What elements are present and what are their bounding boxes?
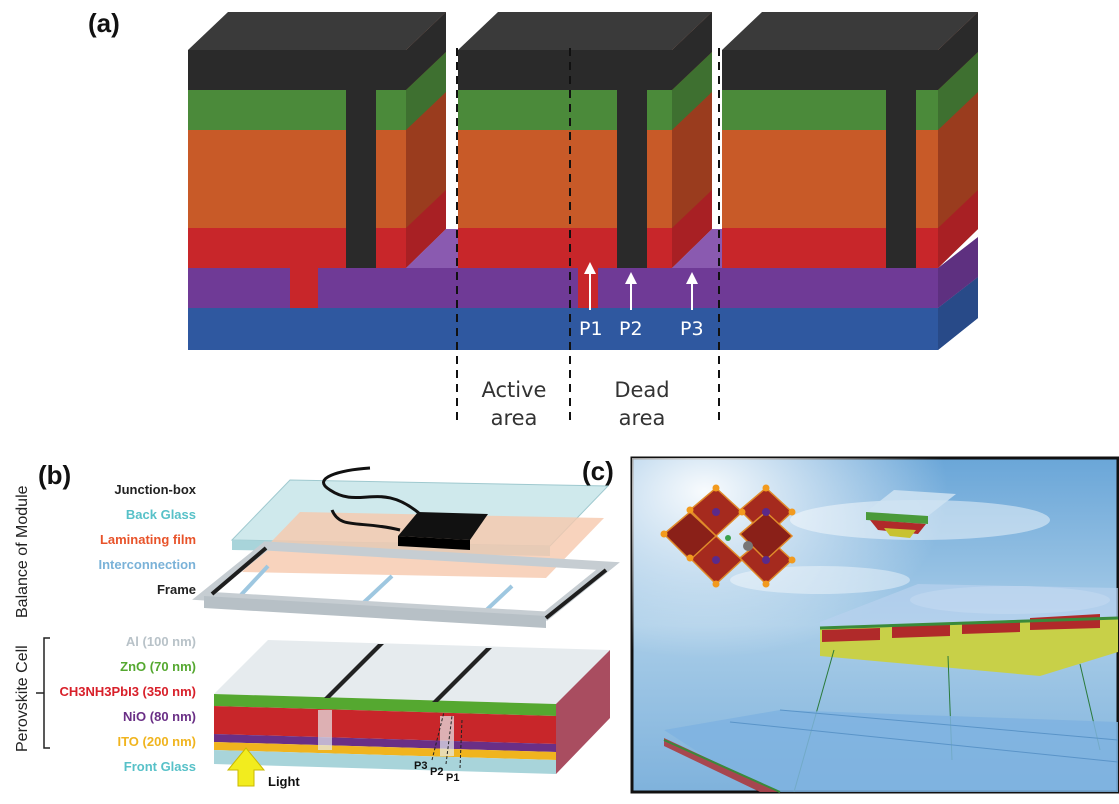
item-back-glass: Back Glass bbox=[125, 507, 196, 522]
scribe-p1: P1 bbox=[446, 772, 460, 784]
scribe-p2: P2 bbox=[430, 766, 444, 778]
cell-2 bbox=[458, 12, 722, 268]
p2-label: P2 bbox=[619, 318, 643, 340]
active-area-label: Active area bbox=[462, 376, 566, 432]
dead-label-line2: area bbox=[618, 406, 666, 430]
item-laminating-film: Laminating film bbox=[99, 532, 196, 547]
item-nio: NiO (80 nm) bbox=[123, 709, 196, 724]
dead-label-line1: Dead bbox=[614, 378, 670, 402]
item-front-glass: Front Glass bbox=[123, 759, 196, 774]
item-interconnection: Interconnection bbox=[98, 557, 196, 572]
scribe-p3: P3 bbox=[414, 760, 428, 772]
arrow-p2 bbox=[625, 272, 637, 310]
light-label: Light bbox=[268, 774, 300, 789]
cell-3 bbox=[722, 12, 978, 268]
arrow-p3 bbox=[686, 272, 698, 310]
active-label-line1: Active bbox=[481, 378, 547, 402]
balance-list: Junction-box Back Glass Laminating film … bbox=[6, 482, 196, 607]
cell-1 bbox=[188, 12, 458, 268]
panel-a-label: (a) bbox=[88, 8, 120, 38]
item-junction-box: Junction-box bbox=[114, 482, 196, 497]
item-zno: ZnO (70 nm) bbox=[120, 659, 196, 674]
item-perovskite: CH3NH3PbI3 (350 nm) bbox=[59, 684, 196, 699]
item-frame: Frame bbox=[156, 582, 196, 597]
p1-left-fill bbox=[290, 268, 318, 308]
p1-label: P1 bbox=[579, 318, 603, 340]
ground-module bbox=[663, 709, 1119, 793]
crystal-structure bbox=[660, 484, 796, 588]
cell-list: Al (100 nm) ZnO (70 nm) CH3NH3PbI3 (350 … bbox=[6, 634, 196, 784]
item-ito: ITO (200 nm) bbox=[117, 734, 196, 749]
floating-mini-cell bbox=[866, 490, 956, 538]
dead-area-label: Dead area bbox=[588, 376, 696, 432]
panel-b-label: (b) bbox=[38, 460, 72, 490]
panel-c-label: (c) bbox=[582, 456, 614, 486]
p1-fill bbox=[578, 268, 598, 308]
p3-label: P3 bbox=[680, 318, 704, 340]
active-label-line2: area bbox=[490, 406, 538, 430]
floating-module bbox=[819, 584, 1119, 676]
item-al: Al (100 nm) bbox=[125, 634, 196, 649]
arrow-p1 bbox=[584, 262, 596, 310]
